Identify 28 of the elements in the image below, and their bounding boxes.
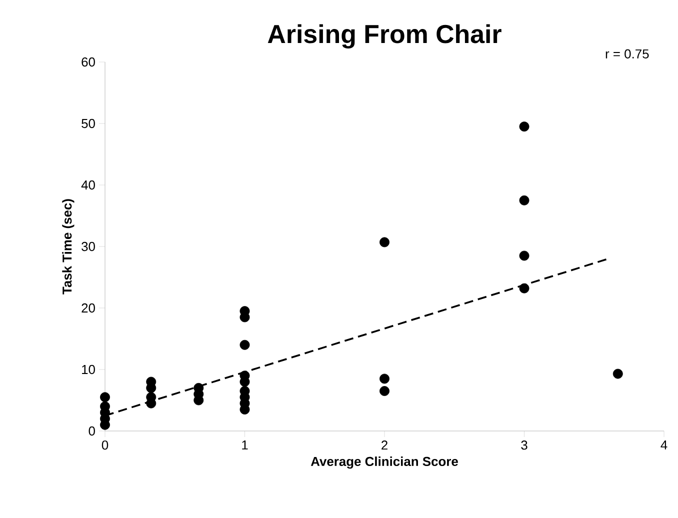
chart-title: Arising From Chair [268, 24, 502, 48]
x-tick-label: 3 [521, 440, 528, 450]
x-tick-label: 1 [242, 440, 248, 450]
x-axis-title: Average Clinician Score [310, 456, 458, 469]
point [194, 382, 204, 393]
point [519, 250, 530, 261]
point [240, 340, 250, 350]
x-tick-label: 0 [102, 440, 108, 450]
point [100, 392, 110, 402]
point [519, 283, 530, 294]
y-tick-label: 40 [81, 180, 95, 190]
x-tick-label: 2 [382, 440, 388, 450]
y-tick-label: 50 [82, 118, 95, 128]
point [380, 237, 390, 248]
x-tick-label: 4 [660, 440, 668, 450]
point [100, 401, 110, 412]
y-tick-label: 20 [82, 303, 95, 313]
text: r = 0.75 [606, 49, 649, 58]
y-tick-label: 30 [82, 242, 95, 252]
y-tick-label: 0 [88, 426, 95, 436]
point [380, 374, 390, 384]
point [519, 195, 530, 206]
point [612, 368, 623, 379]
y-tick-label: 10 [82, 364, 95, 374]
point [519, 122, 530, 132]
point [380, 386, 390, 396]
y-axis-title: Task Time (sec) [62, 199, 74, 294]
y-tick-label: 60 [82, 57, 95, 67]
